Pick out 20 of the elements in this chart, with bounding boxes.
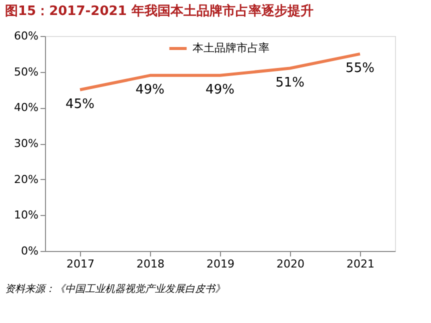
text: 资料来源：《中国工业机器视觉产业发展白皮书》 <box>5 283 225 295</box>
x-tick-label: 2020 <box>276 258 304 270</box>
x-tick-label: 2021 <box>346 258 374 270</box>
legend-label: 本土品牌市占率 <box>192 42 270 54</box>
data-label: 55% <box>346 60 374 76</box>
chart-title: 图15：2017-2021 年我国本土品牌市占率逐步提升 <box>5 3 314 19</box>
y-tick-label: 10% <box>14 208 38 222</box>
x-tick-label: 2017 <box>66 258 94 270</box>
y-tick-label: 20% <box>14 172 38 186</box>
data-label: 49% <box>206 82 234 98</box>
y-tick-label: 50% <box>14 65 38 78</box>
y-tick-label: 0% <box>21 244 38 258</box>
data-label: 51% <box>276 75 304 90</box>
y-tick-label: 30% <box>14 137 38 150</box>
y-tick-label: 40% <box>14 101 38 114</box>
x-tick-label: 2019 <box>206 258 234 270</box>
x-tick-label: 2018 <box>136 258 164 270</box>
data-label: 49% <box>136 82 164 98</box>
y-tick-label: 60% <box>14 30 38 42</box>
data-label: 45% <box>66 96 94 112</box>
